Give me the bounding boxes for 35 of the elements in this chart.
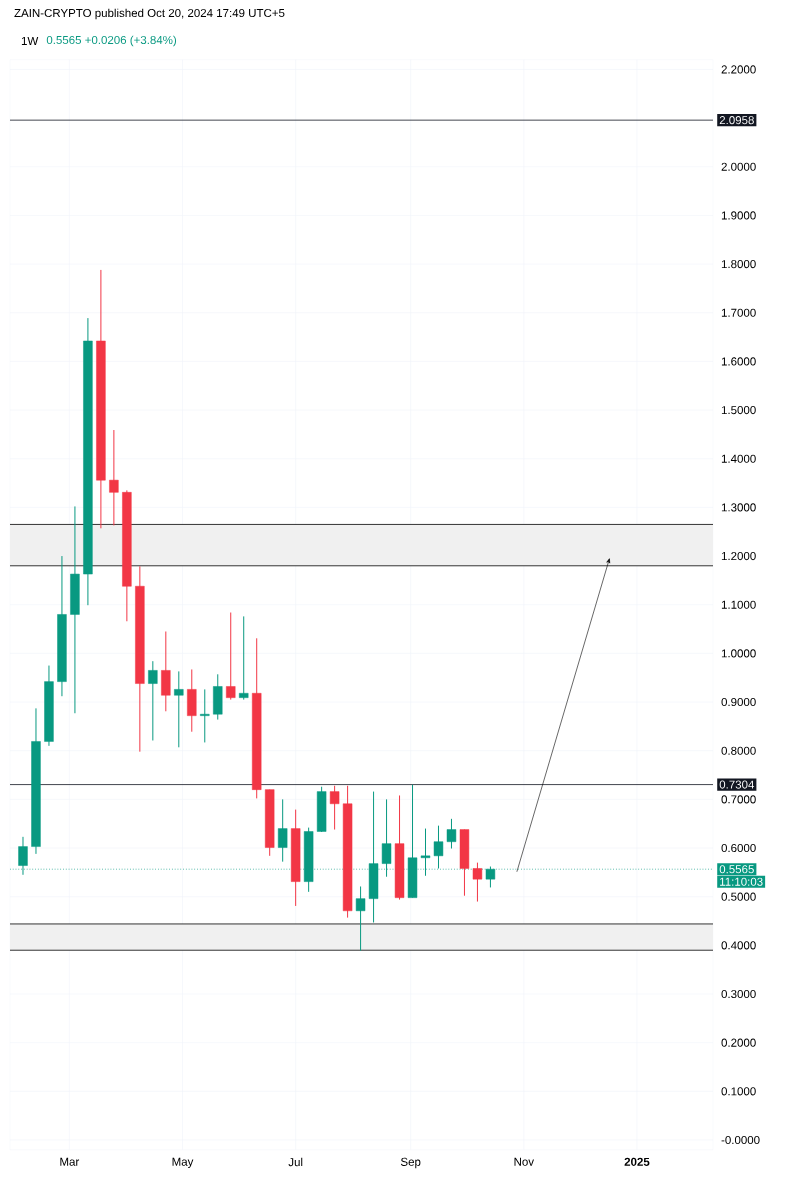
- ref-line-label: 0.7304: [719, 780, 755, 789]
- y-tick-label: 1.5000: [721, 406, 756, 415]
- y-tick-label: 2.2000: [721, 65, 756, 74]
- y-tick-label: -0.0000: [721, 1135, 760, 1145]
- y-tick-label: 0.9000: [721, 697, 756, 707]
- text: 11:10:03: [720, 877, 763, 886]
- ref-line-label: 2.0958: [719, 116, 754, 125]
- chart-title: 1W: [21, 37, 39, 45]
- y-tick-label: 0.1000: [721, 1087, 756, 1096]
- y-tick-label: 2.0000: [721, 162, 756, 171]
- x-tick-label: Nov: [514, 1157, 534, 1166]
- y-tick-label: 0.5000: [721, 892, 756, 901]
- y-tick-label: 1.1000: [721, 600, 756, 609]
- x-tick-label: 2025: [624, 1157, 650, 1166]
- y-tick-label: 0.2000: [721, 1038, 756, 1047]
- x-tick-label: Jul: [288, 1157, 303, 1167]
- y-tick-label: 1.7000: [721, 308, 756, 317]
- y-tick-label: 1.6000: [721, 357, 756, 366]
- ref-line-label: 0.5565: [719, 865, 754, 874]
- y-tick-label: 1.2000: [721, 551, 756, 561]
- y-tick-label: 0.8000: [721, 746, 756, 755]
- y-tick-label: 1.0000: [721, 649, 756, 658]
- y-tick-label: 0.7000: [721, 795, 756, 804]
- x-tick-label: Mar: [60, 1157, 80, 1166]
- y-tick-label: 0.6000: [721, 843, 756, 853]
- x-tick-label: May: [172, 1157, 194, 1169]
- x-tick-label: Sep: [400, 1157, 421, 1169]
- y-tick-label: 0.4000: [721, 941, 756, 950]
- text: ZAIN-CRYPTO published Oct 20, 2024 17:49 UTC+5: [14, 8, 285, 20]
- y-tick-label: 1.3000: [721, 503, 756, 512]
- y-tick-label: 1.4000: [721, 454, 756, 463]
- y-tick-label: 1.8000: [721, 260, 756, 269]
- y-tick-label: 0.3000: [721, 989, 756, 999]
- y-tick-label: 1.9000: [721, 211, 756, 220]
- chart-subtitle: 0.5565 +0.0206 (+3.84%): [46, 35, 177, 47]
